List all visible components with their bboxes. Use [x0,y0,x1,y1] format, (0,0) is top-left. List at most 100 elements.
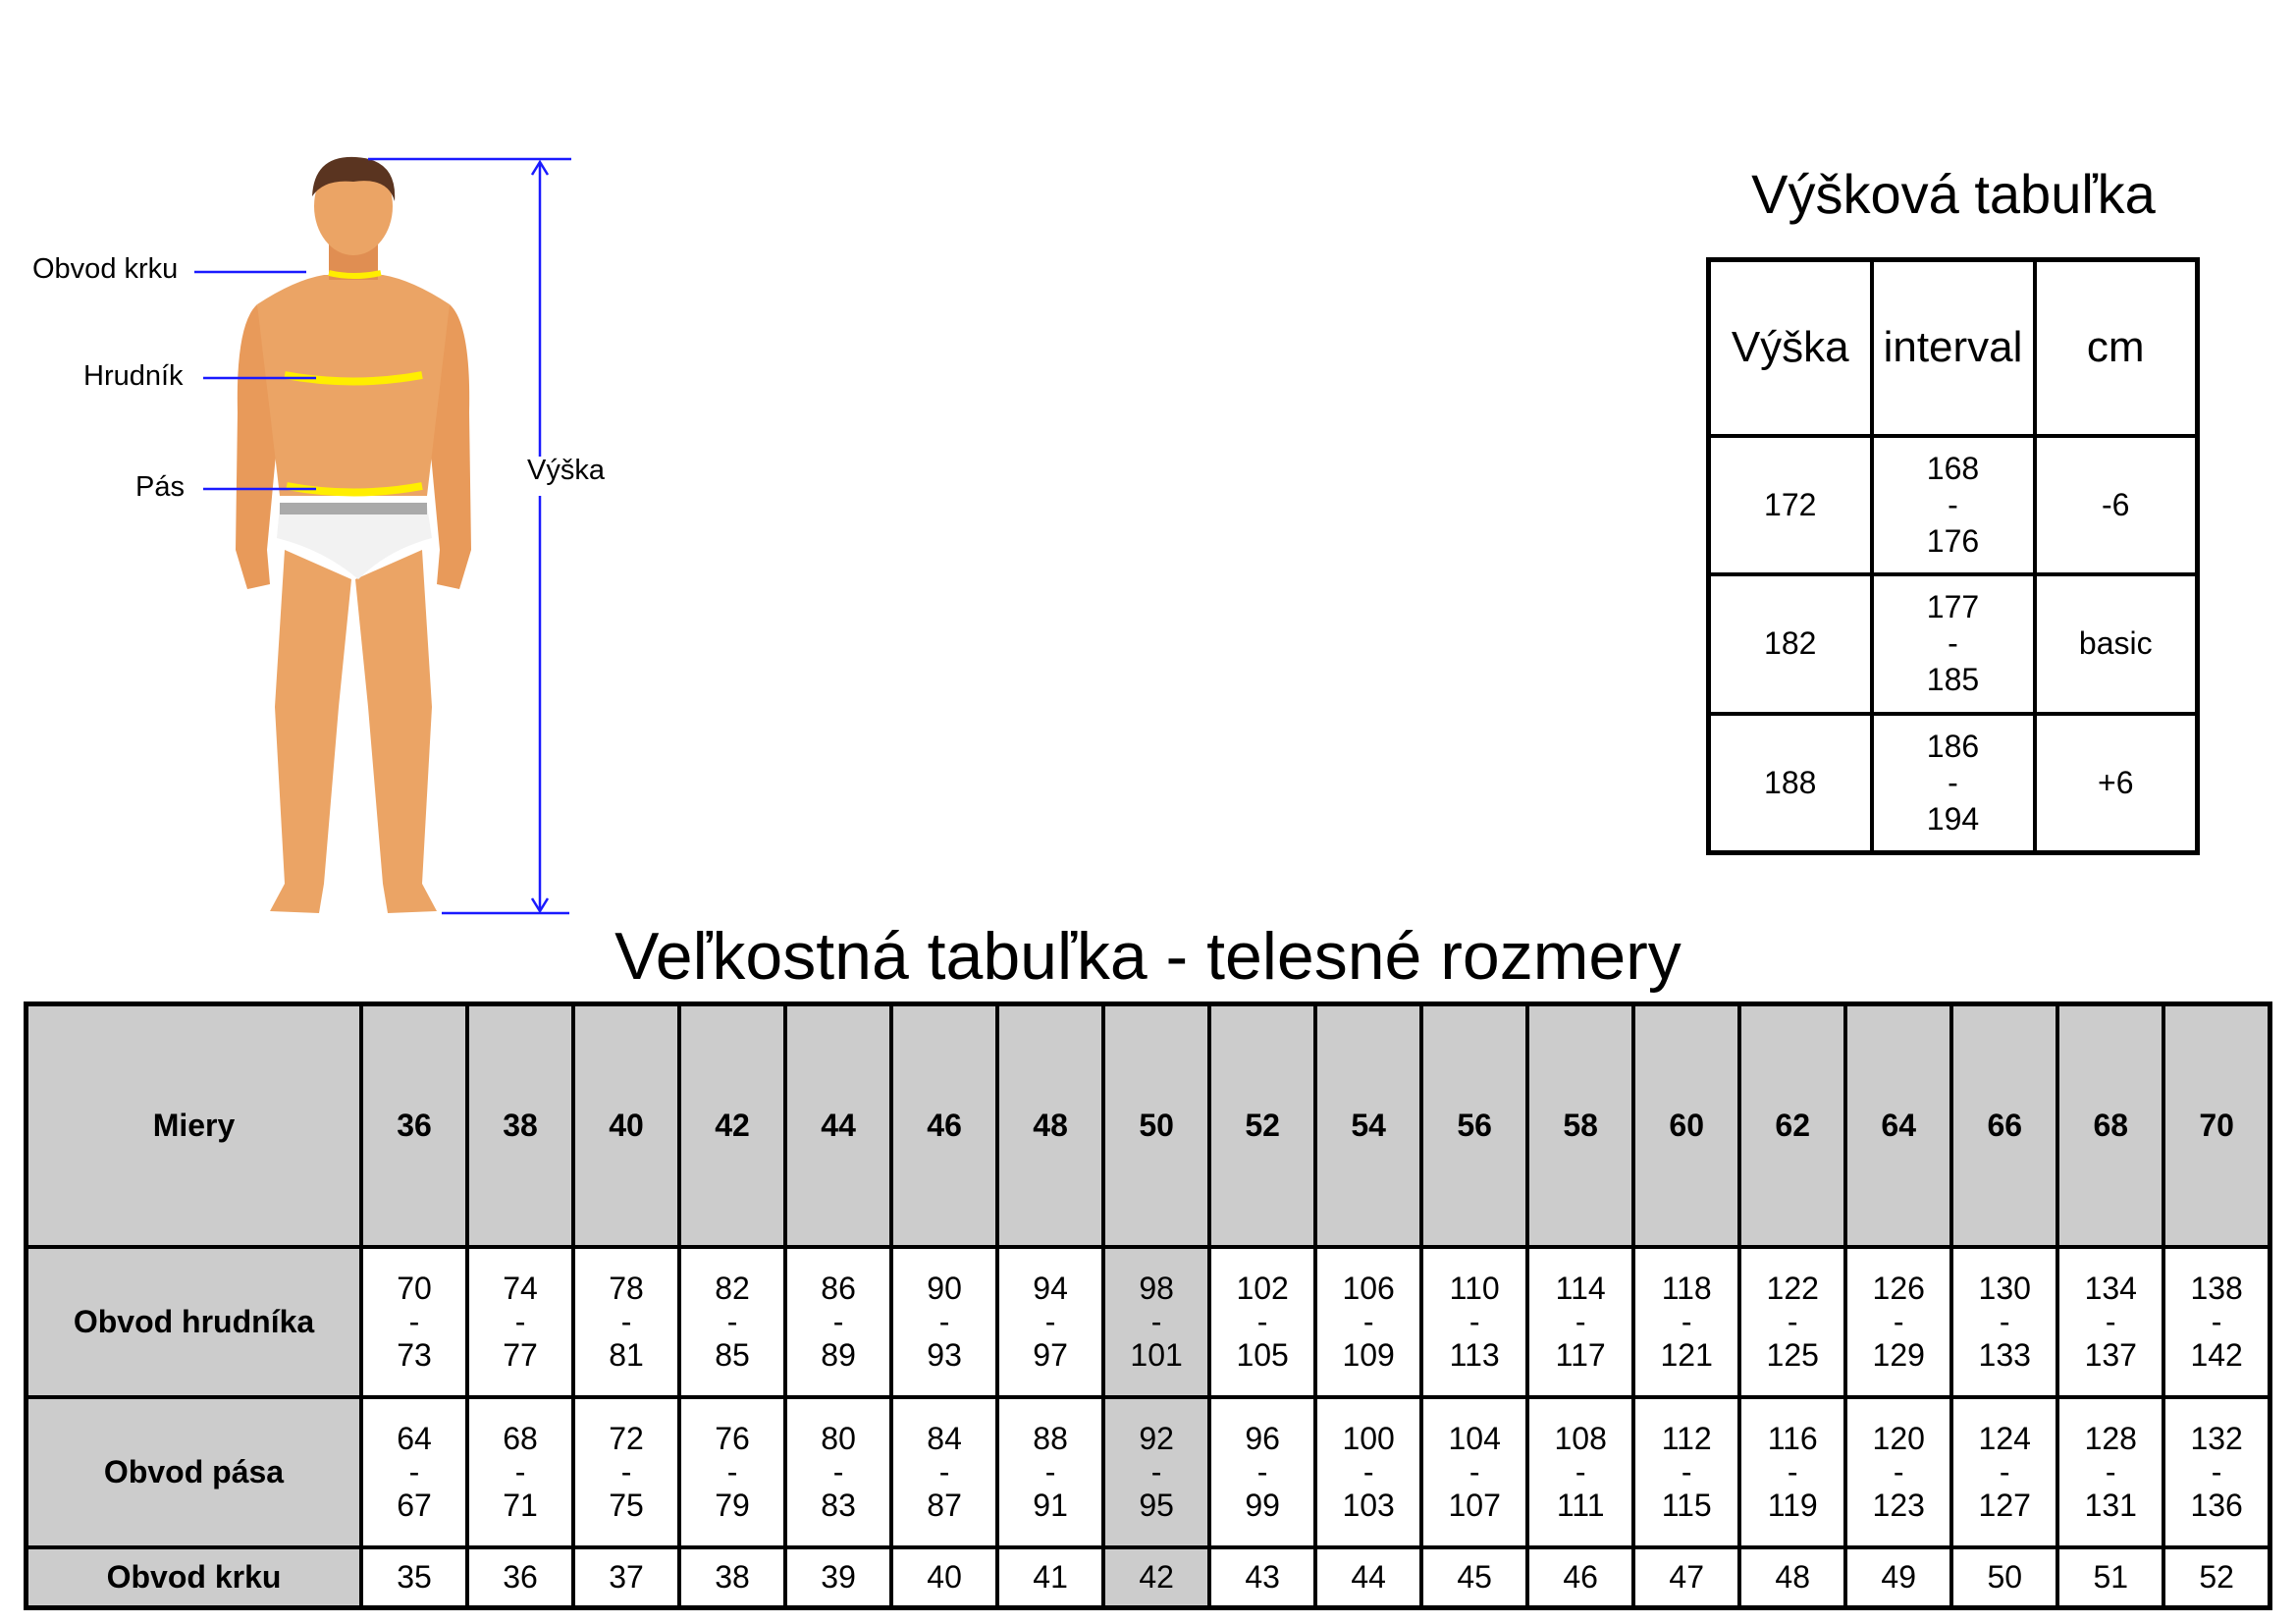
size-header: 60 [1631,1001,1742,1249]
size-cell: 52 [2162,1544,2272,1610]
size-row: Obvod pása 64-67 68-71 72-75 76-79 80-83 84-87… [24,1394,2272,1549]
label-waist: Pás [135,471,185,503]
range-to: 67 [397,1488,432,1524]
range-dash: - [1044,1304,1056,1340]
range-to: 121 [1660,1337,1713,1374]
range-dash: - [1575,1304,1586,1340]
size-table-header: Miery 36 38 40 42 44 46 48 50 52 54 56 58 60 62 64 66 68… [24,1001,2272,1249]
range-dash: - [1256,1454,1268,1490]
size-cell: 104-107 [1419,1394,1530,1549]
height-table: Výška interval cm 172 168-176 -6 182 177-185… [1706,257,2200,855]
range-dash: - [1999,1454,2010,1490]
range-from: 108 [1554,1421,1607,1457]
range-from: 128 [2084,1421,2137,1457]
label-height: Výška [527,455,605,486]
height-interval: 186-194 [1869,711,2037,855]
height-table-title: Výšková tabuľka [1751,163,2156,225]
cm-adjustment: basic [2032,572,2200,716]
size-cell: 126-129 [1843,1244,1954,1399]
range-dash: - [1681,1454,1692,1490]
size-cell: 82-85 [677,1244,788,1399]
range-dash: - [938,1304,950,1340]
size-row: Obvod krku 35 36 37 38 39 40 41 42 43 44 45 46 47 48 49… [24,1544,2272,1610]
size-cell: 72-75 [571,1394,682,1549]
size-cell: 41 [995,1544,1106,1610]
size-cell: 68-71 [465,1394,576,1549]
size-cell: 134-137 [2056,1244,2166,1399]
size-cell: 45 [1419,1544,1530,1610]
size-cell: 47 [1631,1544,1742,1610]
interval-from: 168 [1926,451,1980,487]
header-cell: interval [1869,257,2037,438]
range-from: 132 [2190,1421,2243,1457]
size-cell: 100-103 [1313,1394,1424,1549]
size-cell: 122-125 [1737,1244,1848,1399]
range-dash: - [1893,1304,1904,1340]
range-from: 76 [715,1421,750,1457]
interval-from: 177 [1926,589,1980,625]
size-header: 56 [1419,1001,1530,1249]
size-cell: 120-123 [1843,1394,1954,1549]
range-to: 79 [715,1488,750,1524]
size-cell: 118-121 [1631,1244,1742,1399]
size-cell: 130-133 [1949,1244,2060,1399]
range-dash: - [1362,1454,1374,1490]
range-to: 93 [927,1337,962,1374]
range-to: 125 [1766,1337,1819,1374]
range-to: 137 [2084,1337,2137,1374]
range-from: 84 [927,1421,962,1457]
size-cell: 90-93 [889,1244,1000,1399]
height-value: 188 [1706,711,1874,855]
size-cell: 37 [571,1544,682,1610]
size-header: 64 [1843,1001,1954,1249]
range-from: 126 [1872,1271,1925,1307]
size-table-title: Veľkostná tabuľka - telesné rozmery [614,919,1682,994]
size-cell: 86-89 [783,1244,894,1399]
range-to: 142 [2190,1337,2243,1374]
range-from: 64 [397,1421,432,1457]
size-header: 70 [2162,1001,2272,1249]
size-cell: 42 [1101,1544,1212,1610]
range-dash: - [2105,1454,2116,1490]
size-cell: 110-113 [1419,1244,1530,1399]
size-cell: 112-115 [1631,1394,1742,1549]
range-from: 94 [1033,1271,1068,1307]
range-to: 101 [1130,1337,1183,1374]
size-cell: 80-83 [783,1394,894,1549]
range-dash: - [514,1304,526,1340]
size-cell: 88-91 [995,1394,1106,1549]
range-from: 90 [927,1271,962,1307]
size-cell: 114-117 [1525,1244,1636,1399]
size-header: 48 [995,1001,1106,1249]
size-header: 58 [1525,1001,1636,1249]
size-cell: 48 [1737,1544,1848,1610]
height-value: 172 [1706,433,1874,577]
size-cell: 49 [1843,1544,1954,1610]
size-table: Miery 36 38 40 42 44 46 48 50 52 54 56 58 60 62 64 66 68… [24,1001,2272,1610]
size-cell: 39 [783,1544,894,1610]
size-cell: 94-97 [995,1244,1106,1399]
cm-adjustment: -6 [2032,433,2200,577]
cm-adjustment: +6 [2032,711,2200,855]
range-to: 113 [1449,1337,1500,1374]
height-row: 182 177-185 basic [1706,572,2200,716]
height-interval: 168-176 [1869,433,2037,577]
range-to: 105 [1236,1337,1289,1374]
range-dash: - [2211,1454,2222,1490]
range-dash: - [408,1304,420,1340]
range-from: 82 [715,1271,750,1307]
size-cell: 36 [465,1544,576,1610]
size-cell: 43 [1207,1544,1318,1610]
range-dash: - [408,1454,420,1490]
size-cell: 78-81 [571,1244,682,1399]
range-to: 81 [609,1337,644,1374]
size-header: 46 [889,1001,1000,1249]
range-from: 106 [1342,1271,1395,1307]
size-cell: 70-73 [358,1244,470,1399]
size-cell: 132-136 [2162,1394,2272,1549]
range-to: 73 [397,1337,432,1374]
range-dash: - [726,1304,738,1340]
range-dash: - [832,1304,844,1340]
size-header: 44 [783,1001,894,1249]
header-cell: cm [2032,257,2200,438]
